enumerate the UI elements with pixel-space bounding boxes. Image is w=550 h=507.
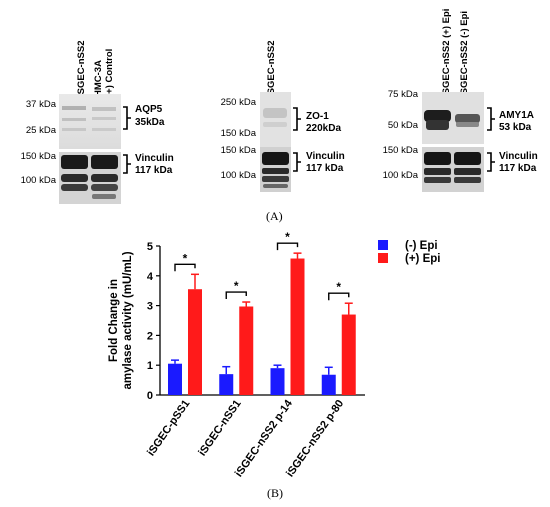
protein-label: Vinculin xyxy=(306,151,345,162)
y-tick-label: 3 xyxy=(147,301,153,313)
legend-swatch xyxy=(378,240,388,250)
protein-size: 220kDa xyxy=(306,123,342,134)
y-tick-label: 2 xyxy=(147,330,153,342)
bar xyxy=(270,368,285,395)
y-tick-label: 1 xyxy=(147,360,153,372)
significance-star: * xyxy=(234,279,239,293)
significance-bracket xyxy=(225,291,247,300)
y-tick-label: 0 xyxy=(147,390,153,402)
marker-label: 25 kDa xyxy=(25,125,56,136)
x-tick-label: iSGEC-nSS2 p-14 xyxy=(233,397,296,479)
bracket-icon xyxy=(487,107,495,131)
x-tick-label: iSGEC-nSS1 xyxy=(196,398,243,458)
protein-label: Vinculin xyxy=(499,151,538,162)
significance-bracket xyxy=(174,263,196,272)
bracket-icon xyxy=(293,107,301,131)
protein-size: 117 kDa xyxy=(306,163,344,174)
marker-label: 50 kDa xyxy=(387,120,418,131)
bar xyxy=(188,289,202,395)
marker-label: 100 kDa xyxy=(20,175,56,186)
bracket-icon xyxy=(123,106,131,130)
amy1a-blot-image xyxy=(422,92,484,144)
y-axis-label: Fold Change in xyxy=(108,279,120,362)
lane-label: iSGEC-nSS2 (-) Epi xyxy=(459,10,470,97)
significance-bracket xyxy=(328,292,350,301)
protein-size: 53 kDa xyxy=(499,122,532,133)
lane-label: iSGEC-nSS2 xyxy=(76,40,87,98)
panel-b-caption: (B) xyxy=(267,486,283,500)
lane-label: iSGEC-nSS2 (+) Epi xyxy=(441,8,452,97)
protein-size: 35kDa xyxy=(135,117,165,128)
lane-label: HMC-3A xyxy=(93,60,104,97)
significance-star: * xyxy=(336,280,341,294)
aqp5-blot-image xyxy=(59,94,121,149)
bracket-icon xyxy=(293,152,301,172)
protein-label: AQP5 xyxy=(135,104,163,115)
protein-label: ZO-1 xyxy=(306,111,329,122)
significance-star: * xyxy=(285,230,290,244)
y-axis-label: amylase activity (mU/mL) xyxy=(122,251,134,389)
protein-size: 117 kDa xyxy=(499,163,537,174)
bracket-icon xyxy=(487,152,495,172)
marker-label: 150 kDa xyxy=(382,145,418,156)
bar xyxy=(239,306,254,395)
zo1-blot-image xyxy=(260,92,291,147)
significance-star: * xyxy=(183,251,188,265)
marker-label: 150 kDa xyxy=(20,151,56,162)
bar xyxy=(290,258,305,395)
bar xyxy=(168,363,182,395)
marker-label: 150 kDa xyxy=(220,145,256,156)
bracket-icon xyxy=(123,154,131,174)
bar xyxy=(321,374,336,395)
y-tick-label: 5 xyxy=(147,241,153,253)
lane-label: (+) Control xyxy=(104,48,115,97)
protein-label: AMY1A xyxy=(499,110,535,121)
protein-size: 117 kDa xyxy=(135,165,173,176)
legend-label: (-) Epi xyxy=(405,240,438,252)
marker-label: 150 kDa xyxy=(220,128,256,139)
vinculin-blot-image xyxy=(59,152,121,204)
vinculin-blot-image xyxy=(260,147,291,192)
bar xyxy=(219,374,234,395)
marker-label: 100 kDa xyxy=(220,170,256,181)
bar xyxy=(341,314,356,395)
x-tick-label: iSGEC-pSS1 xyxy=(145,398,192,458)
lane-label: iSGEC-nSS2 xyxy=(266,40,277,98)
legend-label: (+) Epi xyxy=(405,253,440,265)
marker-label: 75 kDa xyxy=(387,89,418,100)
protein-label: Vinculin xyxy=(135,153,174,164)
amylase-bar-chart: 0 1 2 3 4 5 Fold Change in amylase activity (mU… xyxy=(108,230,440,479)
x-tick-label: iSGEC-nSS2 p-80 xyxy=(284,398,346,479)
marker-label: 100 kDa xyxy=(382,170,418,181)
vinculin-blot-image xyxy=(422,147,484,192)
significance-bracket xyxy=(276,242,299,251)
legend-swatch xyxy=(378,253,388,263)
marker-label: 37 kDa xyxy=(25,99,56,110)
marker-label: 250 kDa xyxy=(220,97,256,108)
panel-a-caption: (A) xyxy=(266,209,283,223)
y-tick-label: 4 xyxy=(147,271,154,283)
